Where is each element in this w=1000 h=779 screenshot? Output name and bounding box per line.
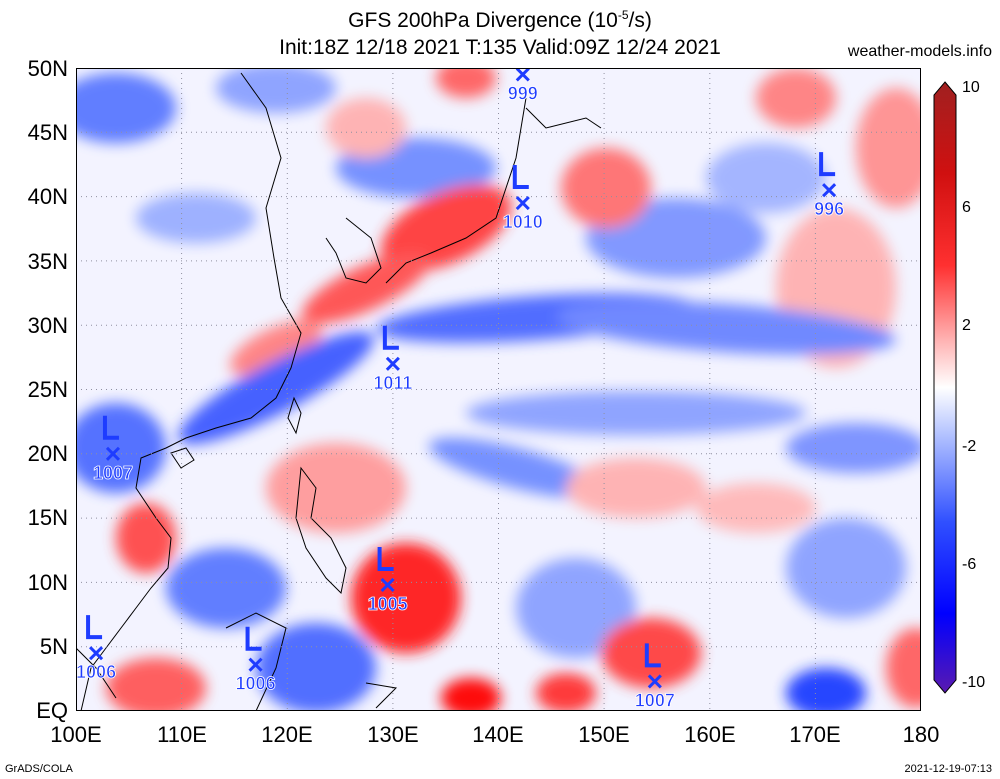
- low-center-cross: [380, 577, 395, 593]
- low-marker: 1006: [76, 615, 116, 683]
- low-center-cross: [105, 446, 121, 461]
- lat-label: 35N: [27, 249, 68, 274]
- lon-label: 100E: [50, 722, 102, 747]
- colorbar-label: 2: [962, 317, 971, 334]
- lon-label: 160E: [684, 722, 736, 747]
- low-pressure-label: 1006: [76, 662, 116, 682]
- lat-label: 10N: [27, 570, 68, 595]
- low-center-cross: [515, 68, 530, 82]
- coastlines: [76, 72, 602, 711]
- low-pressure-label: 1010: [503, 212, 543, 232]
- low-pressure-label: 1005: [368, 594, 408, 614]
- lon-label: 140E: [472, 722, 524, 747]
- lat-label: 45N: [27, 120, 68, 145]
- lat-label: 20N: [27, 441, 68, 466]
- colorbar-label: -6: [962, 556, 977, 573]
- low-center-cross: [248, 657, 263, 672]
- low-marker: 1011: [373, 325, 413, 393]
- lat-label: 15N: [27, 505, 68, 530]
- grid-lines: [76, 68, 921, 711]
- lat-label: 30N: [27, 313, 68, 338]
- low-symbol: [819, 152, 836, 177]
- lon-label: 180: [902, 722, 940, 747]
- divergence-map: 999 1010 996 1011 1007 1005 1006 1006 1007: [76, 68, 921, 711]
- low-pressure-label: 1006: [236, 674, 276, 694]
- colorbar: [933, 81, 957, 694]
- colorbar-label: 10: [962, 79, 980, 96]
- low-symbol: [377, 546, 394, 571]
- lat-label: 5N: [39, 634, 68, 659]
- low-symbol: [382, 325, 399, 350]
- low-center-cross: [89, 646, 104, 661]
- footer-software: GrADS/COLA: [5, 763, 73, 775]
- low-marker: 996: [814, 152, 845, 220]
- low-pressure-label: 1007: [635, 690, 675, 710]
- low-pressure-label: 1007: [93, 463, 133, 483]
- low-center-cross: [515, 195, 530, 211]
- low-symbol: [644, 643, 661, 668]
- colorbar-label: -2: [962, 438, 977, 455]
- lon-label: 170E: [789, 722, 841, 747]
- low-marker: 1006: [235, 626, 276, 694]
- low-marker: 1007: [93, 415, 133, 483]
- lat-label: 50N: [27, 56, 68, 81]
- low-symbol: [86, 615, 103, 640]
- map-frame: [76, 68, 921, 711]
- low-center-cross: [822, 183, 837, 198]
- low-symbol: [512, 165, 529, 190]
- lon-label: 120E: [261, 722, 313, 747]
- lat-label: 40N: [27, 184, 68, 209]
- low-marker: 1010: [502, 165, 543, 232]
- low-pressure-label: 996: [814, 199, 844, 219]
- low-symbol: [245, 626, 262, 651]
- divergence-field: [76, 68, 921, 711]
- lon-label: 130E: [367, 722, 419, 747]
- low-center-cross: [647, 674, 662, 689]
- low-marker: 1005: [367, 546, 408, 614]
- colorbar-label: -10: [962, 674, 986, 691]
- lon-label: 110E: [157, 722, 207, 747]
- lon-label: 150E: [578, 722, 630, 747]
- low-marker: 1007: [634, 643, 675, 711]
- low-pressure-label: 999: [508, 83, 538, 103]
- low-pressure-markers: 999 1010 996 1011 1007 1005 1006 1006 1007: [76, 68, 845, 711]
- chart-subtitle: Init:18Z 12/18 2021 T:135 Valid:09Z 12/2…: [279, 36, 721, 59]
- colorbar-bar: [933, 81, 957, 694]
- low-symbol: [102, 415, 119, 440]
- footer-timestamp: 2021-12-19-07:13: [904, 763, 992, 775]
- low-marker: 999: [507, 68, 538, 104]
- lat-label: EQ: [36, 698, 68, 723]
- lat-label: 25N: [27, 377, 68, 402]
- low-pressure-label: 1011: [373, 373, 412, 393]
- low-center-cross: [385, 356, 400, 371]
- chart-title: GFS 200hPa Divergence (10-5/s): [348, 8, 652, 32]
- site-credit: weather-models.info: [847, 43, 992, 60]
- colorbar-label: 6: [962, 199, 971, 216]
